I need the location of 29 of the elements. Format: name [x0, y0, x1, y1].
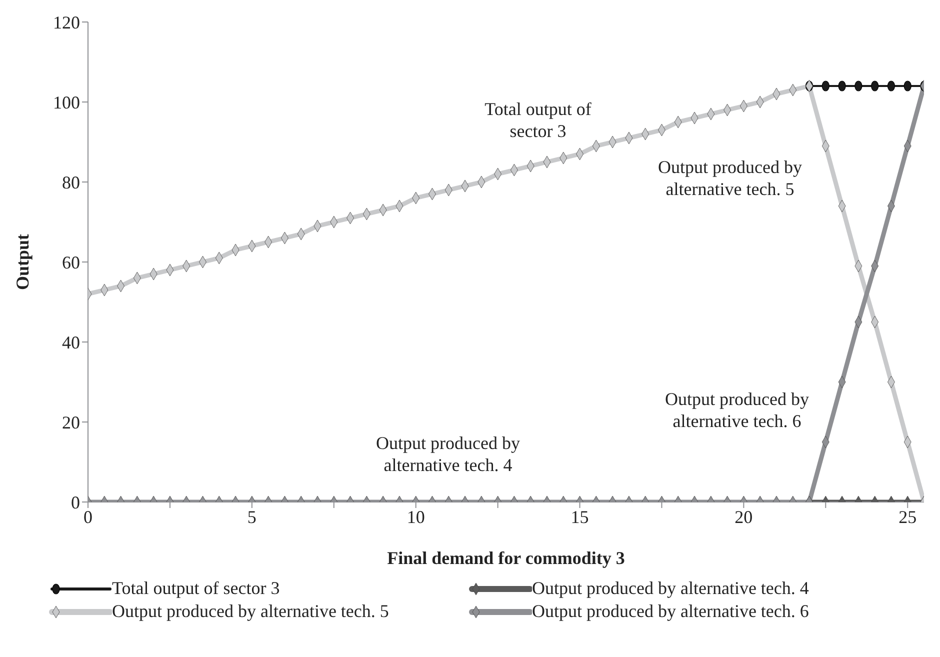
y-tick-label: 40 — [62, 332, 80, 352]
x-tick-label: 0 — [84, 506, 92, 527]
x-tick-label: 10 — [406, 506, 425, 527]
y-tick-label: 100 — [53, 92, 80, 112]
annotation: Output produced by alternative tech. 6 — [664, 388, 810, 432]
annotation: Output produced by alternative tech. 5 — [657, 156, 803, 200]
point — [822, 80, 830, 92]
annotation: Total output of sector 3 — [484, 98, 592, 142]
point — [871, 80, 879, 92]
legend-label: Output produced by alternative tech. 5 — [112, 601, 389, 622]
point — [887, 80, 896, 92]
x-tick-label: 15 — [570, 506, 589, 527]
x-axis-title: Final demand for commodity 3 — [387, 548, 625, 568]
point — [838, 80, 846, 92]
legend-label: Total output of sector 3 — [112, 578, 280, 599]
x-tick-label: 20 — [734, 506, 753, 527]
point — [854, 80, 862, 92]
point — [904, 80, 912, 92]
y-tick-label: 20 — [62, 412, 80, 432]
y-axis-title: Output — [12, 234, 32, 290]
legend-label: Output produced by alternative tech. 4 — [532, 578, 809, 599]
legend-label: Output produced by alternative tech. 6 — [532, 601, 809, 622]
annotation: Output produced by alternative tech. 4 — [375, 432, 521, 476]
x-tick-label: 5 — [247, 506, 256, 527]
x-tick-label: 25 — [898, 506, 917, 527]
y-tick-label: 0 — [71, 492, 80, 512]
y-tick-label: 120 — [53, 12, 80, 32]
y-tick-label: 80 — [62, 172, 80, 192]
y-tick-label: 60 — [62, 252, 80, 272]
